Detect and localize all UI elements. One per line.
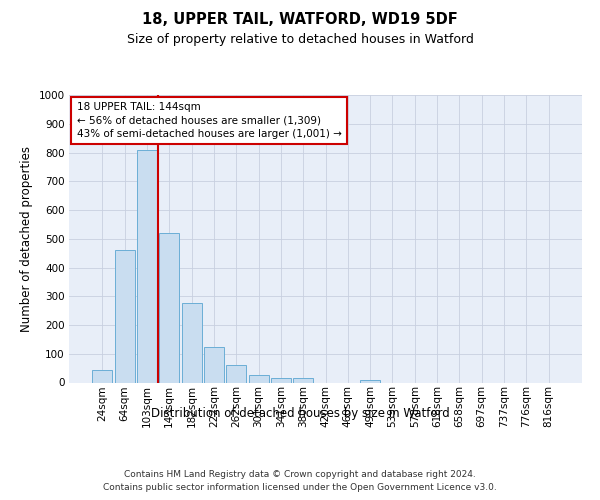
Bar	[115, 250, 135, 382]
Text: Distribution of detached houses by size in Watford: Distribution of detached houses by size …	[151, 408, 449, 420]
Y-axis label: Number of detached properties: Number of detached properties	[20, 146, 33, 332]
Bar	[92, 370, 112, 382]
Text: Contains HM Land Registry data © Crown copyright and database right 2024.
Contai: Contains HM Land Registry data © Crown c…	[103, 470, 497, 492]
Text: Size of property relative to detached houses in Watford: Size of property relative to detached ho…	[127, 32, 473, 46]
Bar	[360, 380, 380, 382]
Bar	[159, 233, 179, 382]
Bar	[293, 378, 313, 382]
Text: 18, UPPER TAIL, WATFORD, WD19 5DF: 18, UPPER TAIL, WATFORD, WD19 5DF	[142, 12, 458, 28]
Bar	[271, 378, 291, 382]
Bar	[226, 365, 246, 382]
Bar	[137, 150, 157, 382]
Bar	[204, 346, 224, 382]
Bar	[248, 376, 269, 382]
Text: 18 UPPER TAIL: 144sqm
← 56% of detached houses are smaller (1,309)
43% of semi-d: 18 UPPER TAIL: 144sqm ← 56% of detached …	[77, 102, 341, 139]
Bar	[182, 304, 202, 382]
